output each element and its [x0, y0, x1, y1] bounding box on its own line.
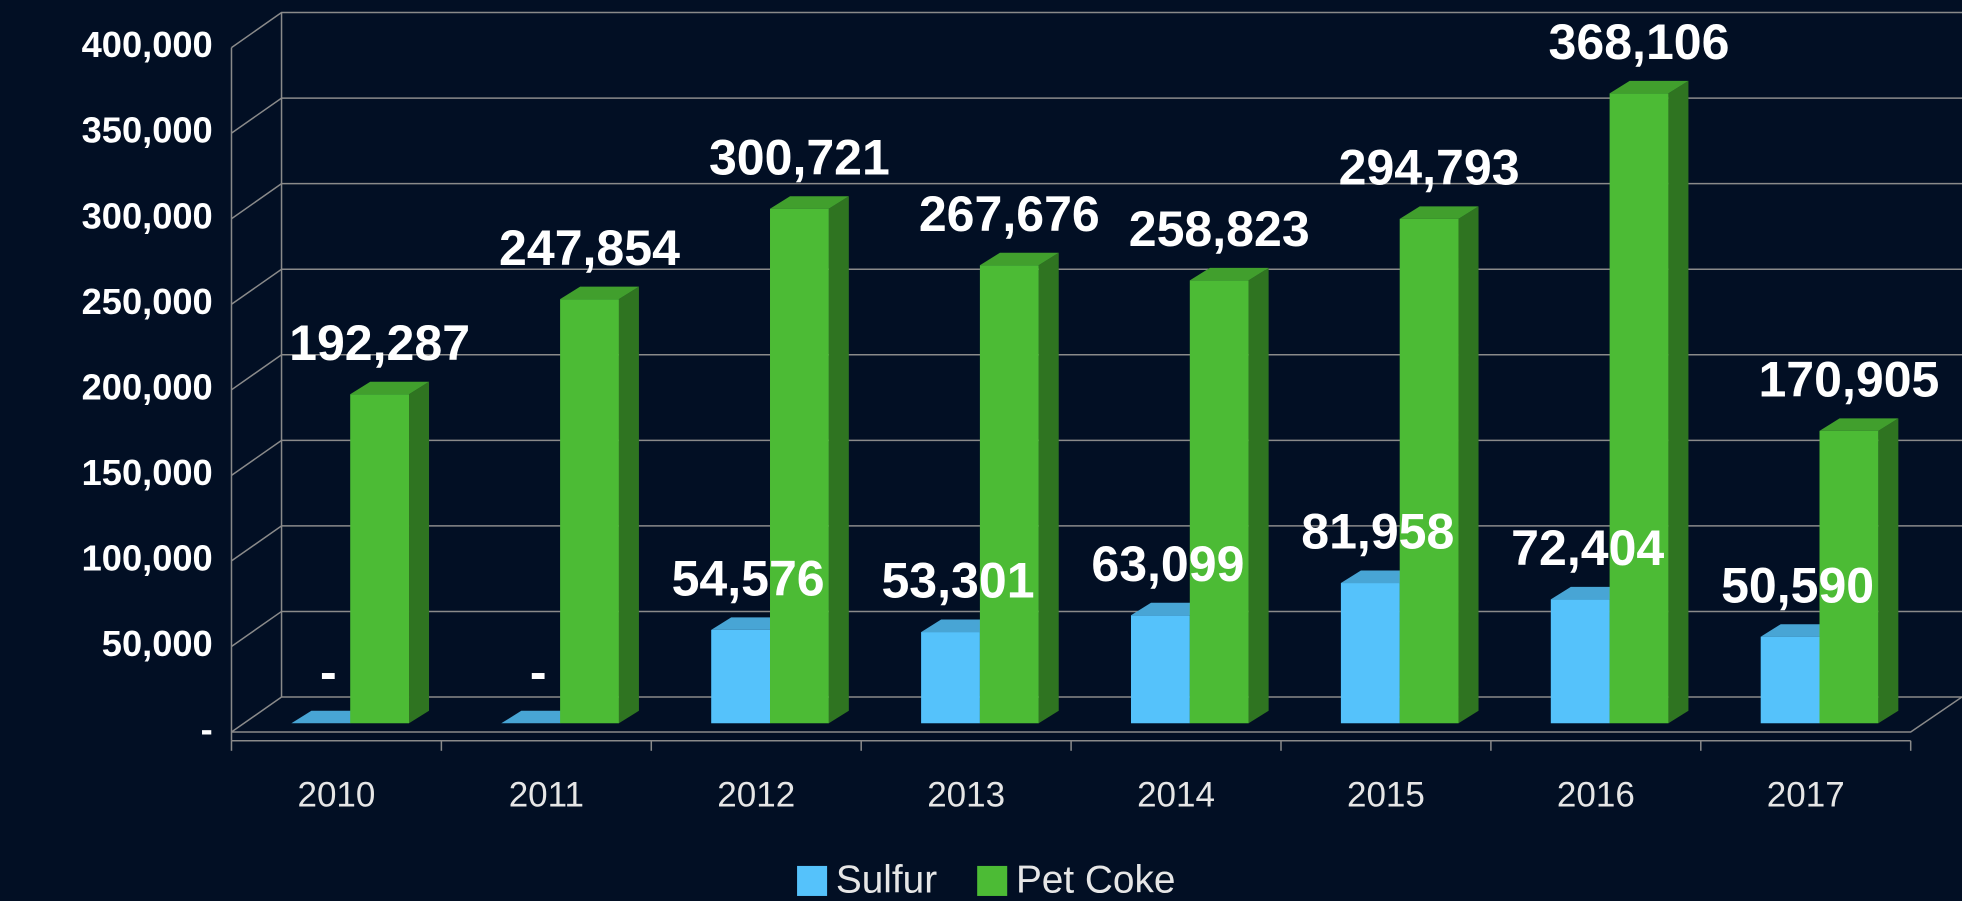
bar-top	[350, 381, 430, 395]
y-tick-label: 250,000	[82, 281, 213, 322]
x-tick-label: 2014	[1137, 775, 1215, 814]
bar	[1760, 636, 1820, 724]
value-label: 63,099	[1091, 536, 1244, 592]
value-label: 192,287	[289, 315, 470, 371]
y-tick-label: 200,000	[82, 366, 213, 407]
value-label: 72,404	[1511, 520, 1664, 576]
value-label: 300,721	[709, 129, 890, 185]
x-tick-label: 2010	[297, 775, 375, 814]
bar	[921, 632, 980, 724]
bar	[350, 394, 410, 724]
bar-side	[1458, 206, 1479, 724]
value-label: -	[320, 644, 337, 700]
value-label: 53,301	[881, 553, 1034, 609]
y-tick-label: 100,000	[82, 538, 213, 579]
grid-line	[231, 97, 1962, 134]
grid-line	[231, 610, 1962, 648]
value-label: 247,854	[499, 220, 680, 276]
x-tick-label: 2016	[1557, 775, 1635, 814]
grid-line	[231, 268, 1962, 305]
bar	[711, 629, 771, 724]
bar-top	[770, 196, 849, 209]
bar-top	[1819, 418, 1899, 431]
bar-side	[618, 286, 639, 724]
bar	[1819, 430, 1879, 724]
value-label: 50,590	[1721, 557, 1874, 613]
x-tick-label: 2013	[927, 775, 1005, 814]
value-label: 294,793	[1339, 140, 1520, 196]
value-label: 368,106	[1549, 14, 1730, 70]
y-tick-label: 50,000	[102, 623, 213, 664]
floor-edge	[231, 696, 1962, 733]
bar-side	[1668, 80, 1689, 724]
bar	[1340, 583, 1400, 724]
bar-top	[979, 252, 1059, 266]
grid-line	[231, 696, 1962, 733]
bar	[560, 299, 619, 724]
bar	[979, 265, 1039, 724]
value-label: 170,905	[1758, 352, 1939, 408]
y-tick-label: 150,000	[82, 452, 213, 493]
legend-label: Sulfur	[836, 858, 937, 901]
x-tick-label: 2011	[509, 775, 584, 814]
bar	[1550, 599, 1610, 724]
bar-top	[1609, 80, 1689, 94]
value-label: 267,676	[919, 186, 1100, 242]
bar-top	[1189, 267, 1269, 281]
legend-swatch	[797, 865, 828, 896]
bar	[770, 208, 829, 724]
bar	[1189, 280, 1249, 724]
y-tick-label: -	[201, 709, 213, 750]
grid-line	[231, 439, 1962, 476]
y-tick-label: 400,000	[82, 24, 213, 65]
legend-label: Pet Coke	[1016, 858, 1175, 901]
bar-top	[560, 286, 639, 300]
value-label: 81,958	[1301, 504, 1454, 560]
x-tick-label: 2017	[1767, 775, 1845, 814]
x-tick-label: 2012	[717, 775, 795, 814]
value-label: 258,823	[1129, 201, 1310, 257]
bar-side	[828, 196, 849, 724]
y-tick-label: 350,000	[82, 110, 213, 151]
bar	[1399, 218, 1459, 724]
x-tick-label: 2015	[1347, 775, 1425, 814]
y-tick-label: 300,000	[82, 195, 213, 236]
bar	[1609, 93, 1669, 724]
bar	[1130, 615, 1190, 724]
bar-side	[1878, 418, 1899, 724]
legend-swatch	[977, 865, 1008, 896]
bar-side	[1248, 267, 1269, 724]
bar-side	[1038, 252, 1059, 724]
value-label: -	[530, 644, 547, 700]
bar-side	[409, 381, 430, 724]
grid-line	[231, 354, 1962, 391]
value-label: 54,576	[672, 551, 825, 607]
bar-top	[1399, 206, 1479, 219]
